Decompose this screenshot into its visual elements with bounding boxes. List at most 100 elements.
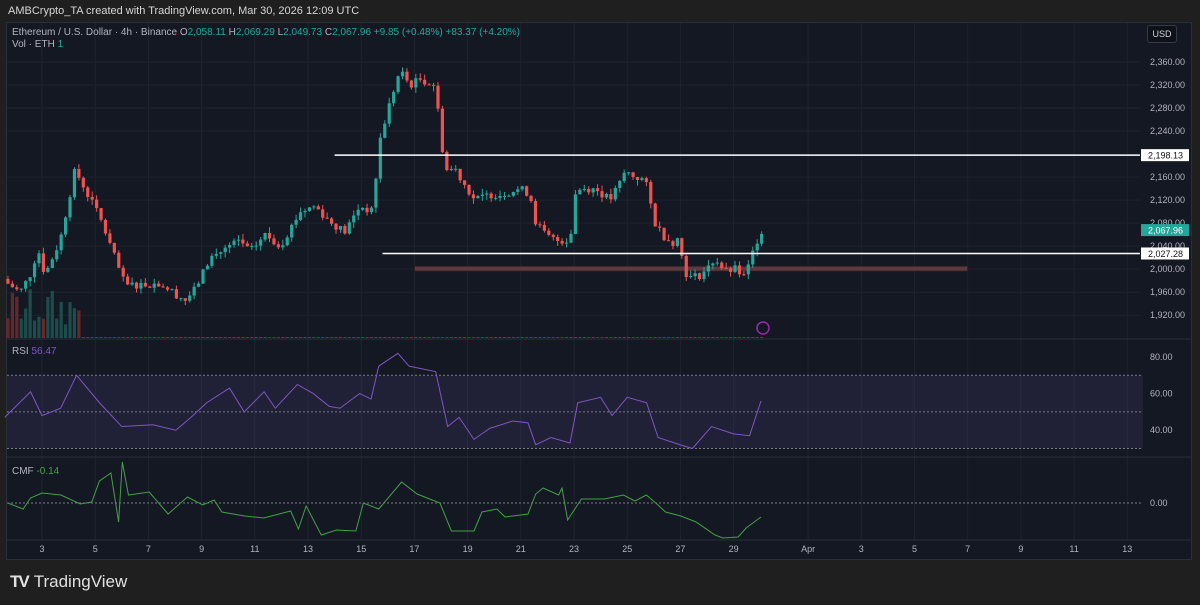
volume-bar xyxy=(196,337,201,338)
volume-bar xyxy=(267,337,272,338)
currency-button[interactable]: USD xyxy=(1147,25,1177,43)
last-price-tag xyxy=(1141,224,1189,237)
candle-body xyxy=(361,207,365,210)
candle-body xyxy=(627,172,631,174)
volume-bar xyxy=(50,290,54,338)
volume-bar xyxy=(183,337,187,338)
low-label: L xyxy=(277,27,284,38)
candle-body xyxy=(697,273,702,279)
candle-body xyxy=(494,197,498,199)
volume-bar xyxy=(671,337,675,338)
candle-body xyxy=(476,196,480,199)
high-label: H xyxy=(228,27,236,38)
volume-bar xyxy=(338,337,343,338)
candle-body xyxy=(706,265,711,272)
volume-bar xyxy=(462,337,467,338)
candle-body xyxy=(219,252,223,254)
candle-body xyxy=(587,189,591,193)
volume-bar xyxy=(618,337,622,338)
candle-body xyxy=(511,191,515,196)
time-axis-label: 3 xyxy=(39,544,44,554)
candle-body xyxy=(24,280,28,289)
candle-body xyxy=(205,265,210,270)
cmf-legend[interactable]: CMF -0.14 xyxy=(12,466,59,477)
candle-body xyxy=(46,267,50,272)
chart-panel[interactable] xyxy=(6,22,1192,560)
volume-bar xyxy=(108,337,112,338)
candle-body xyxy=(653,203,657,227)
volume-bar xyxy=(365,337,369,338)
candle-body xyxy=(352,215,356,223)
volume-bar xyxy=(232,337,236,338)
close-label: C xyxy=(324,27,333,38)
volume-bar xyxy=(303,337,307,338)
price-axis-label: 1,960.00 xyxy=(1150,287,1185,297)
volume-bar xyxy=(263,337,267,338)
volume-bar xyxy=(103,337,108,338)
volume-bar xyxy=(485,337,489,338)
candle-body xyxy=(485,193,489,195)
volume-bar xyxy=(387,337,391,338)
price-axis-label: 2,360.00 xyxy=(1150,57,1185,67)
candle-body xyxy=(666,240,671,242)
volume-bar xyxy=(37,316,41,338)
candle-body xyxy=(480,194,484,197)
rsi-label: RSI xyxy=(12,346,29,357)
candle-body xyxy=(188,295,192,301)
volume-bar xyxy=(423,337,427,338)
candle-body xyxy=(405,71,409,81)
symbol-title[interactable]: Ethereum / U.S. Dollar · 4h · Binance xyxy=(12,27,178,38)
volume-bar xyxy=(454,337,458,338)
low-value: 2,049.73 xyxy=(283,27,323,38)
volume-bar xyxy=(569,337,573,338)
candle-body xyxy=(108,233,112,243)
candle-body xyxy=(564,242,569,244)
volume-bar xyxy=(259,337,263,338)
price-axis-label: 1,920.00 xyxy=(1150,310,1185,320)
volume-bar xyxy=(276,337,280,338)
candle-body xyxy=(139,282,143,289)
volume-bar xyxy=(471,337,476,338)
volume-bar xyxy=(622,337,626,338)
volume-bar xyxy=(600,337,604,338)
last-price-label: 2,067.96 xyxy=(1148,226,1183,236)
support-zone xyxy=(413,265,969,272)
volume-bar xyxy=(205,337,210,338)
volume-bar xyxy=(285,337,289,338)
volume-bar xyxy=(458,337,462,338)
candle-body xyxy=(489,193,493,199)
volume-bar xyxy=(139,337,143,338)
volume-bar xyxy=(10,292,14,338)
candle-body xyxy=(423,79,427,85)
volume-bar xyxy=(19,318,23,338)
rsi-axis-label: 40.00 xyxy=(1150,425,1173,435)
volume-bar xyxy=(59,301,63,338)
candle-body xyxy=(649,182,653,204)
time-axis-label: 11 xyxy=(1069,544,1078,554)
candle-body xyxy=(675,238,679,246)
rsi-legend[interactable]: RSI 56.47 xyxy=(12,346,56,357)
volume-bar xyxy=(157,337,161,338)
volume-bar xyxy=(613,337,617,338)
volume-bar xyxy=(325,337,329,338)
price-axis-label: 2,280.00 xyxy=(1150,103,1185,113)
time-axis-label: 17 xyxy=(409,544,419,554)
candle-body xyxy=(63,217,68,235)
volume-bar xyxy=(414,337,418,338)
volume-bar xyxy=(751,337,755,338)
candle-body xyxy=(312,206,316,208)
volume-bar xyxy=(409,337,413,338)
rsi-axis-label: 60.00 xyxy=(1150,389,1173,399)
time-axis-label: 23 xyxy=(569,544,579,554)
candle-body xyxy=(68,197,72,218)
time-axis-label: 25 xyxy=(622,544,632,554)
volume-bar xyxy=(117,337,121,338)
volume-bar xyxy=(369,337,374,338)
volume-bar xyxy=(356,337,360,338)
volume-bar xyxy=(693,337,697,338)
candle-body xyxy=(294,219,298,225)
volume-bar xyxy=(680,337,684,338)
volume-bar xyxy=(755,337,759,338)
candle-body xyxy=(529,195,533,202)
